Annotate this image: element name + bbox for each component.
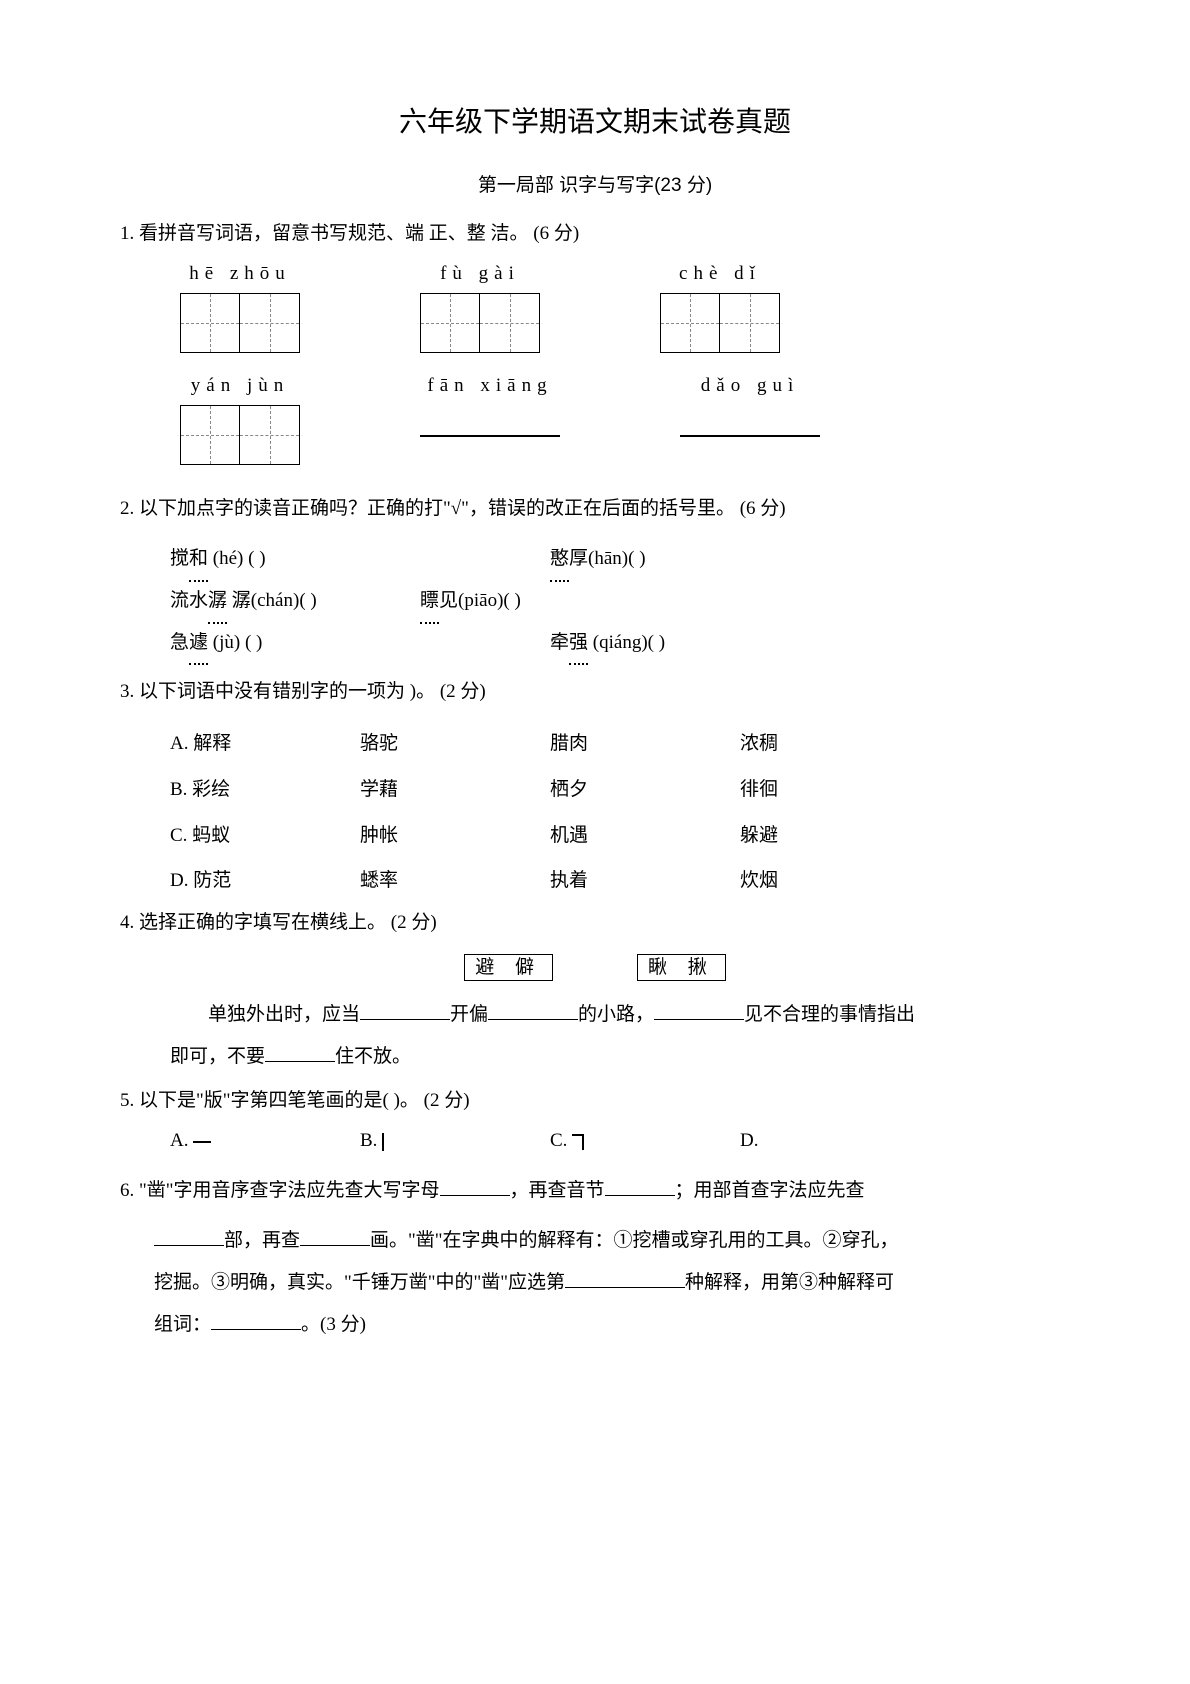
q6-body: 部，再查画。"凿"在字典中的解释有：①挖槽或穿孔用的工具。②穿孔， 挖掘。③明确… [120, 1220, 1070, 1345]
pinyin-group: chè dǐ [660, 263, 780, 353]
fill-blank [565, 1267, 685, 1288]
underline-blank [680, 435, 820, 437]
q3-options: A. 解释骆驼腊肉浓稠 B. 彩绘学藉栖夕徘徊 C. 蚂蚁肿帐机遇躲避 D. 防… [120, 721, 1070, 903]
tianzi-box [660, 293, 780, 353]
q5-options: A. B. C. D. [120, 1130, 1070, 1152]
q2-item: 瞟见(piāo)( ) [420, 580, 800, 622]
fill-blank [654, 999, 744, 1020]
question-1: 1. 看拼音写词语，留意书写规范、端 正、整 洁。 (6 分) [120, 215, 1070, 253]
q-points: (6 分) [533, 223, 579, 244]
pinyin-label: hē zhōu [180, 263, 300, 285]
q-text: 以下词语中没有错别字的一项为 )。 [139, 681, 435, 702]
q-points: (6 分) [740, 498, 786, 519]
q2-row: 急遽 (jù) ( ) 牵强 (qiáng)( ) [170, 622, 1070, 664]
fill-blank [360, 999, 450, 1020]
fill-blank [265, 1041, 335, 1062]
fill-blank [605, 1175, 675, 1196]
option-row: C. 蚂蚁肿帐机遇躲避 [170, 813, 1070, 859]
fill-blank [211, 1309, 301, 1330]
pinyin-group: dǎo guì [680, 375, 820, 465]
dotted-char: 强 [569, 622, 588, 664]
q-number: 5. [120, 1090, 134, 1111]
section-points: (23 分) [654, 175, 712, 196]
tianzi-box [420, 293, 540, 353]
question-2: 2. 以下加点字的读音正确吗？正确的打"√"，错误的改正在后面的括号里。 (6 … [120, 490, 1070, 528]
q-points: (2 分) [424, 1090, 470, 1111]
question-6: 6. "凿"字用音序查字法应先查大写字母，再查音节；用部首查字法应先查 [120, 1172, 1070, 1210]
q-text: 以下加点字的读音正确吗？正确的打"√"，错误的改正在后面的括号里。 [139, 498, 735, 519]
stroke-option-d: D. [740, 1130, 930, 1152]
choice-box: 瞅 揪 [637, 954, 726, 981]
pinyin-group: fù gài [420, 263, 540, 353]
pinyin-group: yán jùn [180, 375, 300, 465]
q2-row: 搅和 (hé) ( ) 憨厚(hān)( ) [170, 538, 1070, 580]
tianzi-box [180, 405, 300, 465]
option-row: B. 彩绘学藉栖夕徘徊 [170, 767, 1070, 813]
fill-blank [300, 1225, 370, 1246]
pinyin-group: fān xiāng [420, 375, 560, 465]
underline-blank [420, 435, 560, 437]
q-number: 2. [120, 498, 134, 519]
dotted-char: 瞟 [420, 580, 439, 622]
q-number: 3. [120, 681, 134, 702]
q-points: (2 分) [440, 681, 486, 702]
q-points: (3 分) [320, 1314, 366, 1335]
pinyin-label: fān xiāng [420, 375, 560, 397]
stroke-hook-icon [572, 1134, 584, 1150]
pinyin-label: chè dǐ [660, 263, 780, 285]
section-header: 第一局部 识字与写字(23 分) [120, 170, 1070, 197]
fill-blank [488, 999, 578, 1020]
pinyin-group: hē zhōu [180, 263, 300, 353]
dotted-char: 遽 [189, 622, 208, 664]
q2-items: 搅和 (hé) ( ) 憨厚(hān)( ) 流水潺 潺(chán)( ) 瞟见… [120, 538, 1070, 663]
question-5: 5. 以下是"版"字第四笔笔画的是( )。 (2 分) [120, 1082, 1070, 1120]
stroke-heng-icon [193, 1141, 211, 1143]
fill-blank [154, 1225, 224, 1246]
pinyin-row-1: hē zhōu fù gài chè dǐ [120, 263, 1070, 353]
q2-item: 憨厚(hān)( ) [550, 538, 930, 580]
pinyin-label: dǎo guì [680, 375, 820, 397]
stroke-option-b: B. [360, 1130, 550, 1152]
pinyin-label: fù gài [420, 263, 540, 285]
q-points: (2 分) [391, 912, 437, 933]
section-label: 第一局部 识字与写字 [478, 175, 654, 196]
stroke-option-c: C. [550, 1130, 740, 1152]
q2-item: 搅和 (hé) ( ) [170, 538, 550, 580]
stroke-shu-icon [382, 1133, 384, 1151]
question-4: 4. 选择正确的字填写在横线上。 (2 分) [120, 904, 1070, 942]
q4-choice-boxes: 避 僻 瞅 揪 [120, 952, 1070, 979]
page-title: 六年级下学期语文期末试卷真题 [120, 100, 1070, 140]
q2-item: 牵强 (qiáng)( ) [550, 622, 930, 664]
dotted-char: 和 [189, 538, 208, 580]
question-3: 3. 以下词语中没有错别字的一项为 )。 (2 分) [120, 673, 1070, 711]
pinyin-row-2: yán jùn fān xiāng dǎo guì [120, 375, 1070, 465]
tianzi-box [180, 293, 300, 353]
q4-body: 单独外出时，应当开偏的小路，见不合理的事情指出 即可，不要住不放。 [120, 994, 1070, 1078]
q-text: 以下是"版"字第四笔笔画的是( )。 [139, 1090, 419, 1111]
dotted-char: 憨 [550, 538, 569, 580]
q2-row: 流水潺 潺(chán)( ) 瞟见(piāo)( ) [170, 580, 1070, 622]
q2-item: 急遽 (jù) ( ) [170, 622, 550, 664]
option-row: D. 防范蟋率执着炊烟 [170, 858, 1070, 904]
choice-box: 避 僻 [464, 954, 553, 981]
q-number: 6. [120, 1180, 134, 1201]
stroke-option-a: A. [170, 1130, 360, 1152]
option-row: A. 解释骆驼腊肉浓稠 [170, 721, 1070, 767]
q-text: 选择正确的字填写在横线上。 [139, 912, 386, 933]
q-number: 1. [120, 223, 134, 244]
fill-blank [440, 1175, 510, 1196]
q-number: 4. [120, 912, 134, 933]
q2-item: 流水潺 潺(chán)( ) [170, 580, 420, 622]
dotted-char: 潺 [208, 580, 227, 622]
pinyin-label: yán jùn [180, 375, 300, 397]
q-text: 看拼音写词语，留意书写规范、端 正、整 洁。 [139, 223, 529, 244]
